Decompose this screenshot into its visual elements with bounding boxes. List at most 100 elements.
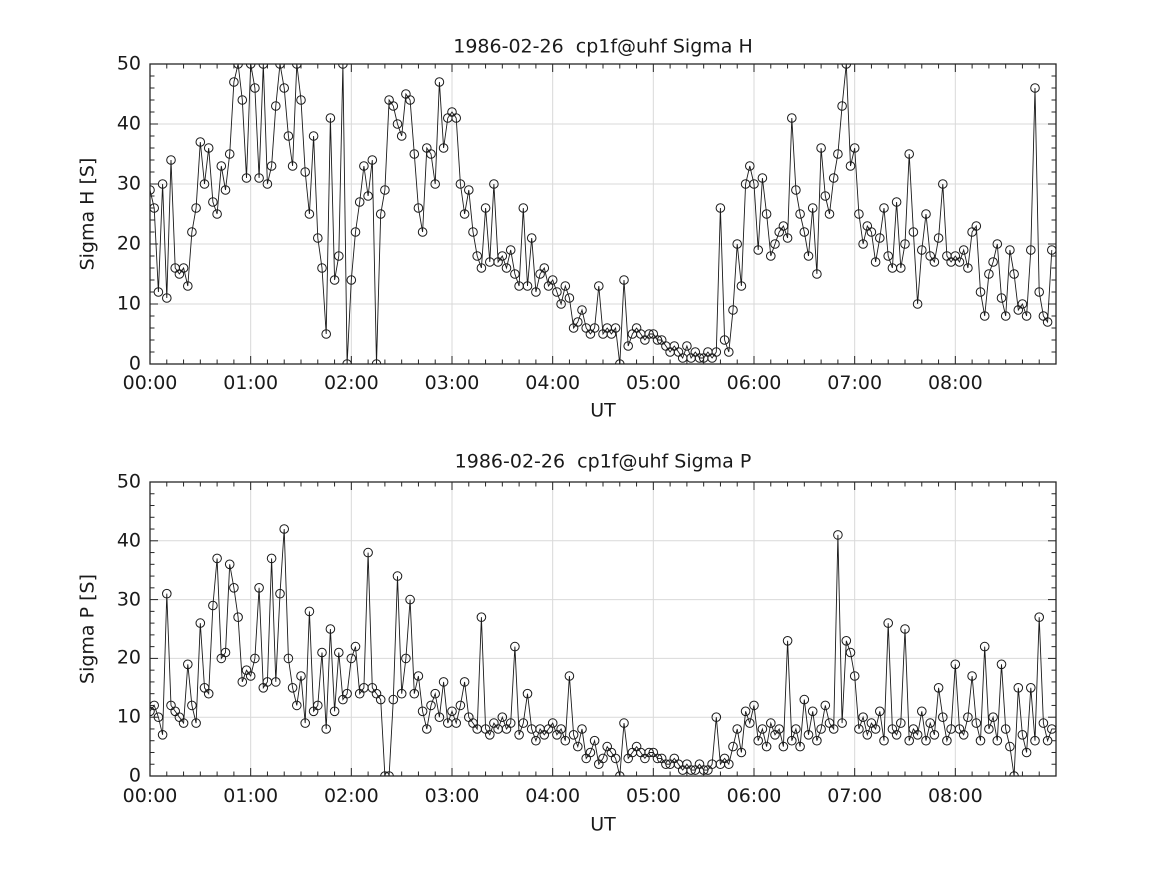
data-point-marker xyxy=(371,359,382,364)
data-point-marker xyxy=(891,197,902,207)
data-point-marker xyxy=(1030,83,1040,93)
data-point-marker xyxy=(594,281,604,291)
data-point-marker xyxy=(623,341,634,351)
data-point-marker xyxy=(845,161,856,171)
data-point-marker xyxy=(1047,245,1056,255)
data-point-marker xyxy=(1047,724,1056,734)
data-point-marker xyxy=(661,759,671,770)
data-point-marker xyxy=(459,677,470,687)
data-point-marker xyxy=(392,571,403,581)
x-tick-label: 06:00 xyxy=(726,372,782,394)
plot-frame xyxy=(149,481,1057,777)
data-point-marker xyxy=(208,197,218,207)
data-point-marker xyxy=(833,530,843,540)
data-point-marker xyxy=(363,547,373,558)
data-point-marker xyxy=(933,683,944,693)
data-point-marker xyxy=(250,83,260,93)
data-point-marker xyxy=(619,718,629,728)
data-point-marker xyxy=(317,647,327,658)
y-tick-label: 0 xyxy=(128,352,141,375)
plot-frame xyxy=(149,63,1057,365)
data-point-marker xyxy=(1030,735,1040,746)
data-point-marker xyxy=(900,239,910,249)
data-point-marker xyxy=(795,209,805,219)
data-point-marker xyxy=(346,275,357,285)
data-point-marker xyxy=(392,119,403,129)
data-point-marker xyxy=(417,227,428,237)
data-point-marker xyxy=(438,677,449,687)
data-point-marker xyxy=(384,771,394,776)
x-tick-label: 02:00 xyxy=(323,785,379,807)
data-point-marker xyxy=(266,553,277,564)
y-tick-label: 40 xyxy=(116,529,141,552)
data-point-marker xyxy=(921,209,931,219)
data-point-marker xyxy=(984,724,994,734)
data-point-marker xyxy=(816,143,826,153)
x-tick-label: 05:00 xyxy=(625,785,681,807)
data-point-marker xyxy=(770,239,780,249)
data-point-marker xyxy=(300,167,311,177)
chart-title-sigma-h: 1986-02-26 cp1f@uhf Sigma H xyxy=(453,35,753,58)
data-point-marker xyxy=(287,161,298,171)
data-point-marker xyxy=(560,281,571,291)
data-point-marker xyxy=(904,149,915,159)
data-point-marker xyxy=(728,741,738,752)
data-point-marker xyxy=(556,299,566,309)
y-tick-label: 10 xyxy=(116,292,141,315)
data-point-marker xyxy=(757,724,768,734)
y-tick-label: 30 xyxy=(116,172,141,195)
data-point-marker xyxy=(497,712,508,723)
data-point-marker xyxy=(409,149,420,159)
data-point-marker xyxy=(224,149,235,159)
data-point-marker xyxy=(568,730,579,740)
data-point-marker xyxy=(833,149,843,159)
data-point-marker xyxy=(229,583,239,593)
data-point-marker xyxy=(573,741,583,752)
data-point-marker xyxy=(589,735,600,746)
data-point-marker xyxy=(334,647,344,658)
data-point-marker xyxy=(883,251,894,261)
data-point-marker xyxy=(837,718,847,728)
data-point-marker xyxy=(652,753,663,764)
data-point-marker xyxy=(615,771,625,776)
data-point-marker xyxy=(862,730,873,740)
data-point-marker xyxy=(380,185,390,195)
data-point-marker xyxy=(854,724,864,734)
data-point-marker xyxy=(904,735,915,746)
data-point-marker xyxy=(925,718,936,728)
data-point-marker xyxy=(250,653,260,664)
data-point-marker xyxy=(992,735,1003,746)
data-point-marker xyxy=(782,233,793,243)
data-point-marker xyxy=(300,718,311,728)
data-point-marker xyxy=(866,227,877,237)
data-point-marker xyxy=(522,688,533,699)
data-point-marker xyxy=(1026,683,1036,693)
data-series-line xyxy=(150,64,1053,364)
data-point-marker xyxy=(598,753,608,764)
data-point-marker xyxy=(761,741,772,752)
data-point-marker xyxy=(615,359,625,364)
data-point-marker xyxy=(644,747,654,758)
data-point-marker xyxy=(237,95,248,105)
data-point-marker xyxy=(338,64,348,69)
data-point-marker xyxy=(367,155,378,165)
data-point-marker xyxy=(417,706,428,717)
data-point-marker xyxy=(996,293,1007,303)
data-point-marker xyxy=(879,735,889,746)
data-point-marker xyxy=(984,269,994,279)
x-tick-label: 01:00 xyxy=(223,785,279,807)
data-point-marker xyxy=(451,113,462,123)
data-point-marker xyxy=(694,353,705,363)
data-point-marker xyxy=(787,113,797,123)
data-point-marker xyxy=(1021,311,1032,321)
data-point-marker xyxy=(787,735,797,746)
data-point-marker xyxy=(405,594,415,605)
data-point-marker xyxy=(254,583,264,593)
data-point-marker xyxy=(292,700,302,711)
data-point-marker xyxy=(812,735,822,746)
data-point-marker xyxy=(325,113,336,123)
y-axis-label-sigma-h: Sigma H [S] xyxy=(76,157,99,271)
data-point-marker xyxy=(262,179,273,189)
x-tick-label: 05:00 xyxy=(625,372,681,394)
data-point-marker xyxy=(552,287,562,297)
